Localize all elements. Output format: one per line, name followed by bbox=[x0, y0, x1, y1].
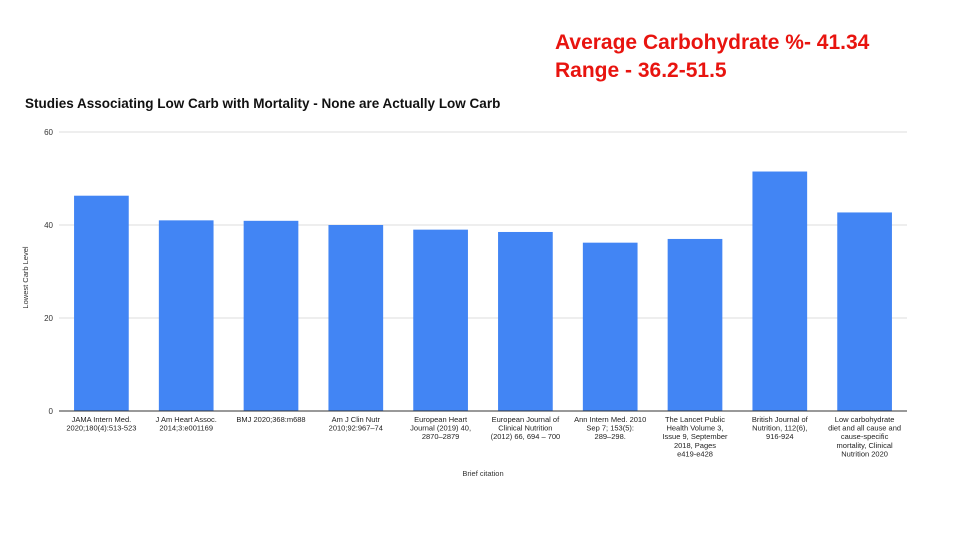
x-category-label: Am J Clin Nutr 2010;92:967–74 bbox=[329, 415, 383, 433]
y-axis-ticks: 0 20 40 60 bbox=[44, 128, 53, 416]
bar bbox=[243, 220, 299, 411]
x-category-label-line: Issue 9, September bbox=[662, 432, 728, 441]
bar bbox=[667, 238, 723, 411]
x-category-label-line: Am J Clin Nutr bbox=[332, 415, 381, 424]
y-tick-label: 20 bbox=[44, 314, 53, 323]
range-annotation: Range - 36.2-51.5 bbox=[555, 59, 727, 82]
bar bbox=[837, 212, 892, 411]
bar bbox=[158, 220, 214, 411]
x-category-label: The Lancet Public Health Volume 3, Issue 9… bbox=[662, 415, 728, 458]
y-tick-label: 0 bbox=[49, 407, 54, 416]
x-category-label-line: European Heart bbox=[414, 415, 468, 424]
x-axis-title: Brief citation bbox=[462, 469, 503, 478]
average-carb-annotation: Average Carbohydrate %- 41.34 bbox=[555, 31, 870, 54]
bar bbox=[582, 242, 638, 411]
x-category-label-line: 2018, Pages bbox=[674, 441, 716, 450]
x-category-label-line: Nutrition, 112(6), bbox=[752, 424, 807, 433]
x-category-label: European Journal of Clinical Nutrition (20… bbox=[491, 415, 561, 441]
x-category-label-line: cause-specific bbox=[841, 432, 889, 441]
chart-title: Studies Associating Low Carb with Mortal… bbox=[25, 96, 501, 111]
x-category-label-line: Nutrition 2020 bbox=[841, 449, 888, 458]
x-category-label-line: diet and all cause and bbox=[828, 424, 901, 433]
x-category-label: British Journal of Nutrition, 112(6), 916-… bbox=[752, 415, 809, 441]
x-category-label-line: Sep 7; 153(5): bbox=[586, 424, 634, 433]
x-category-label-line: J Am Heart Assoc. bbox=[156, 415, 217, 424]
x-category-label-line: British Journal of bbox=[752, 415, 809, 424]
x-category-label-line: The Lancet Public bbox=[665, 415, 725, 424]
x-category-label-line: mortality, Clinical bbox=[837, 441, 893, 450]
x-axis-categories: JAMA Intern Med. 2020;180(4):513-523 J Am … bbox=[66, 415, 901, 458]
x-category-label-line: e419-e428 bbox=[677, 449, 713, 458]
bars bbox=[74, 171, 892, 411]
x-category-label: European Heart Journal (2019) 40, 2870–287… bbox=[410, 415, 471, 441]
x-category-label-line: Health Volume 3, bbox=[666, 424, 723, 433]
x-category-label-line: 289–298. bbox=[595, 432, 626, 441]
bar bbox=[328, 225, 384, 411]
bar bbox=[752, 171, 808, 411]
x-category-label: J Am Heart Assoc. 2014;3:e001169 bbox=[156, 415, 217, 433]
y-tick-label: 40 bbox=[44, 221, 53, 230]
y-axis-title: Lowest Carb Level bbox=[21, 246, 30, 308]
x-category-label-line: 2020;180(4):513-523 bbox=[66, 424, 136, 433]
x-category-label-line: Ann Intern Med. 2010 bbox=[574, 415, 646, 424]
x-category-label-line: JAMA Intern Med. bbox=[72, 415, 132, 424]
x-category-label-line: 2014;3:e001169 bbox=[159, 424, 213, 433]
x-category-label-line: Clinical Nutrition bbox=[498, 424, 552, 433]
bar bbox=[498, 231, 553, 411]
x-category-label: JAMA Intern Med. 2020;180(4):513-523 bbox=[66, 415, 136, 433]
y-tick-label: 60 bbox=[44, 128, 53, 137]
x-category-label: BMJ 2020;368:m688 bbox=[236, 415, 305, 424]
x-category-label-line: (2012) 66, 694 – 700 bbox=[491, 432, 561, 441]
bar bbox=[413, 229, 468, 411]
x-category-label-line: 916-924 bbox=[766, 432, 794, 441]
x-category-label-line: Journal (2019) 40, bbox=[410, 424, 471, 433]
x-category-label-line: Low carbohydrate bbox=[835, 415, 895, 424]
bar bbox=[74, 195, 129, 411]
x-category-label: Low carbohydrate diet and all cause and ca… bbox=[828, 415, 901, 458]
x-category-label-line: European Journal of bbox=[492, 415, 560, 424]
x-category-label-line: 2010;92:967–74 bbox=[329, 424, 383, 433]
x-category-label: Ann Intern Med. 2010 Sep 7; 153(5): 289–29… bbox=[574, 415, 646, 441]
x-category-label-line: 2870–2879 bbox=[422, 432, 460, 441]
x-category-label-line: BMJ 2020;368:m688 bbox=[236, 415, 305, 424]
